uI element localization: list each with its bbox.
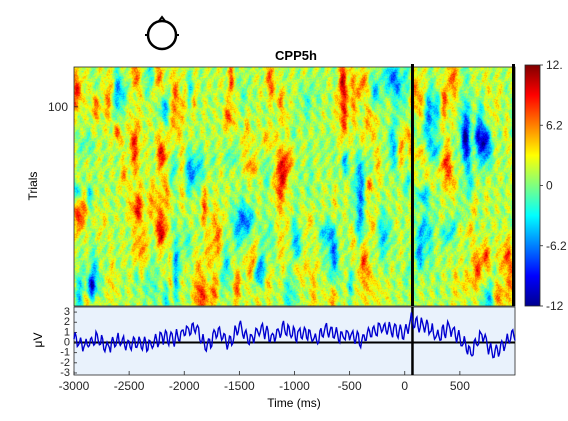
heatmap-ytick-label: 100 — [48, 100, 68, 114]
colorbar-tick-label: 6.2 — [546, 118, 563, 132]
colorbar-tick-label: 0 — [546, 179, 553, 193]
heatmap-y-axis: 100 — [48, 100, 78, 114]
colorbar-tick-label: -12 — [546, 299, 564, 313]
colorbar: 12. 6.2 0 -6.2 -12 — [525, 58, 567, 313]
erp-ytick-label: -3 — [60, 367, 70, 379]
electrode-head-icon — [145, 17, 179, 49]
heatmap-ylabel: Trials — [26, 172, 40, 201]
erp-xtick-label: -500 — [338, 379, 362, 393]
erp-ylabel: μV — [31, 333, 45, 348]
colorbar-tick-label: 12. — [546, 58, 563, 72]
colorbar-gradient — [525, 65, 540, 306]
erp-xtick-label: -2000 — [169, 379, 200, 393]
erp-xtick-label: 500 — [450, 379, 470, 393]
erp-xlabel: Time (ms) — [267, 396, 321, 410]
colorbar-tick-label: -6.2 — [546, 239, 567, 253]
erp-xtick-label: -1500 — [224, 379, 255, 393]
erp-xtick-label: -1000 — [279, 379, 310, 393]
erp-xtick-label: -2500 — [114, 379, 145, 393]
heatmap-image — [74, 67, 515, 306]
erp-xtick-label: 0 — [401, 379, 408, 393]
colorbar-ticks: 12. 6.2 0 -6.2 -12 — [540, 58, 567, 313]
heatmap-title: CPP5h — [275, 48, 317, 63]
trial-heatmap — [74, 67, 515, 306]
erp-xtick-label: -3000 — [59, 379, 90, 393]
